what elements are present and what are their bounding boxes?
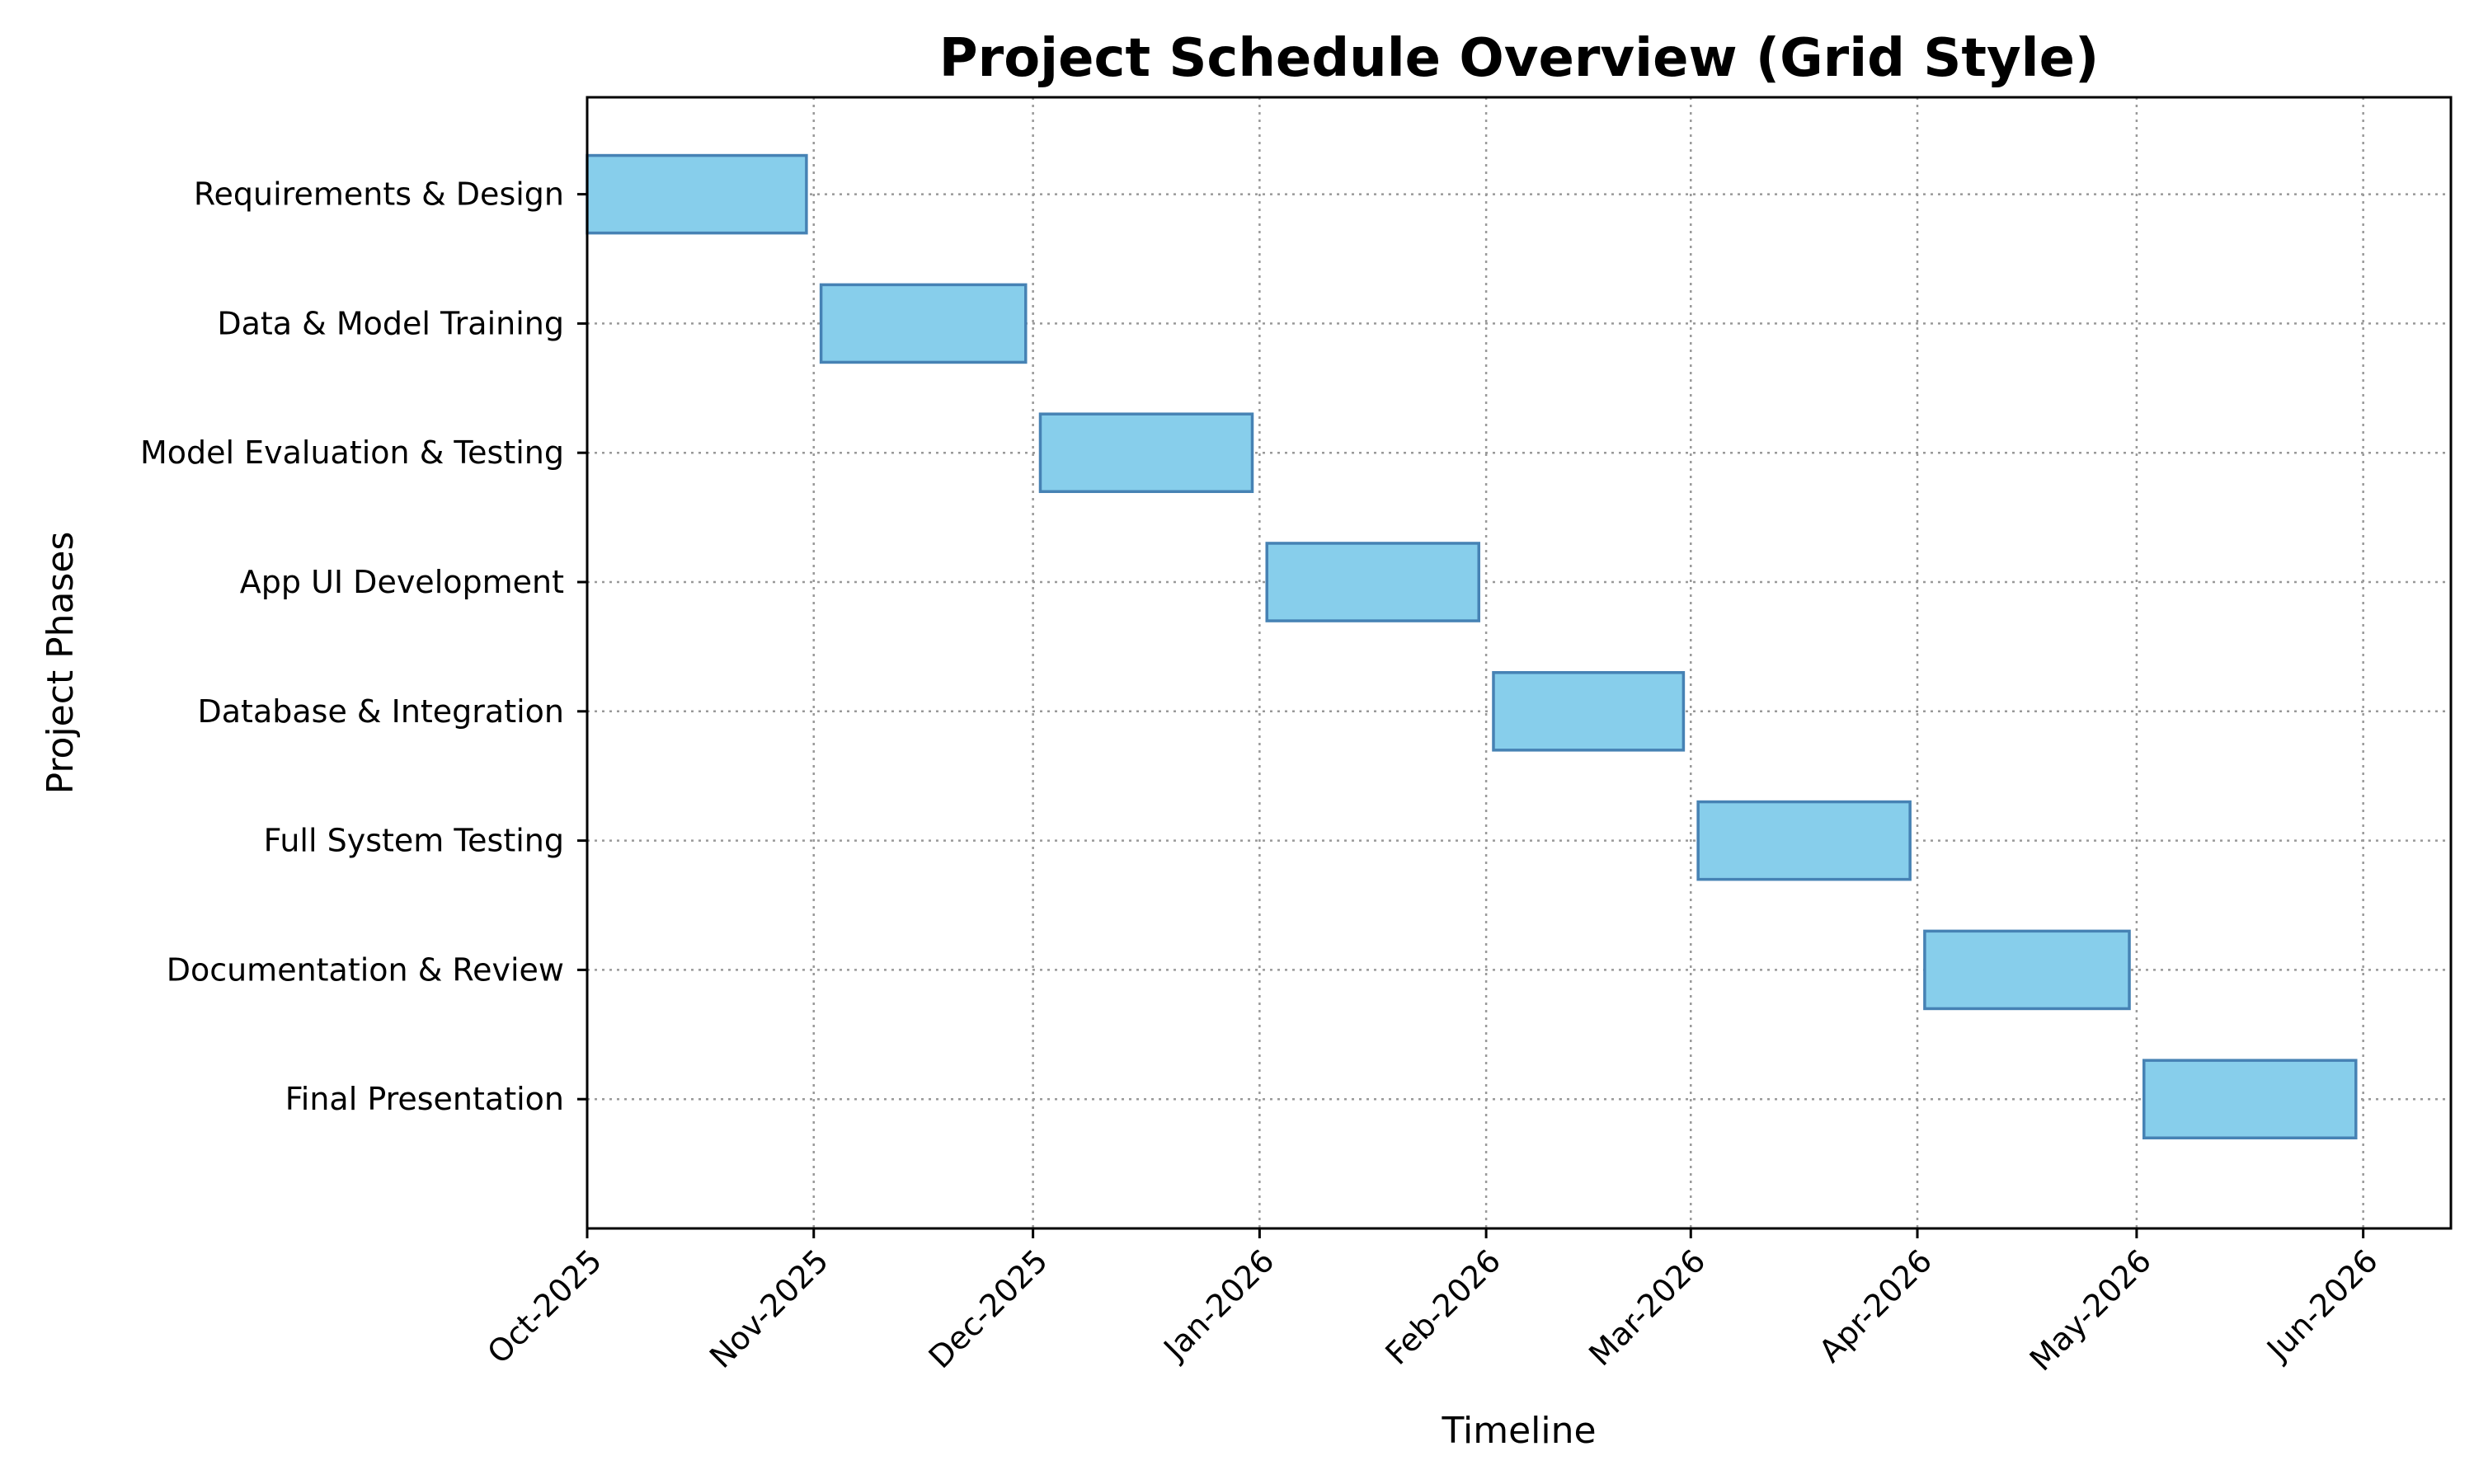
y-tick-label: Final Presentation xyxy=(285,1081,564,1117)
task-bar xyxy=(2142,1059,2358,1139)
chart-title: Project Schedule Overview (Grid Style) xyxy=(939,28,2100,89)
y-tick-label: Full System Testing xyxy=(264,823,564,859)
task-bar xyxy=(1923,929,2131,1011)
task-bar xyxy=(1038,412,1254,493)
y-axis-label: Project Phases xyxy=(40,532,82,795)
y-tick-label: Database & Integration xyxy=(198,693,565,730)
task-bar xyxy=(1696,800,1912,881)
task-bar xyxy=(1492,671,1686,752)
task-bar xyxy=(586,153,808,235)
y-tick-label: Data & Model Training xyxy=(217,305,564,341)
y-tick-label: Model Evaluation & Testing xyxy=(140,434,564,471)
y-tick-label: Documentation & Review xyxy=(167,951,564,988)
task-bar xyxy=(1265,542,1481,622)
plot-frame xyxy=(586,96,2453,1230)
task-bar xyxy=(819,283,1028,364)
grid-lines xyxy=(586,97,2451,1228)
x-axis-label: Timeline xyxy=(1441,1410,1596,1452)
y-tick-label: Requirements & Design xyxy=(194,176,564,213)
y-axis-ticks: Requirements & Design Data & Model Traini… xyxy=(140,176,587,1117)
task-bars xyxy=(586,153,2358,1139)
y-tick-label: App UI Development xyxy=(240,564,564,600)
